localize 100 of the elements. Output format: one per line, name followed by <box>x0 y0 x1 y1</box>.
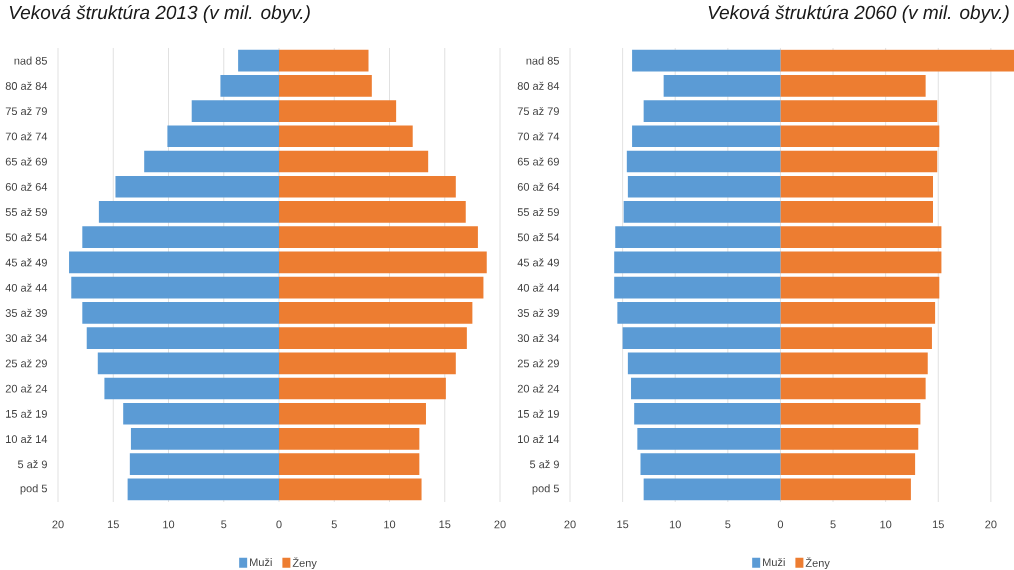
y-tick-label: 15 až 19 <box>6 409 47 418</box>
bar <box>127 478 279 501</box>
bar <box>279 49 369 72</box>
y-tick-label: 80 až 84 <box>5 81 48 90</box>
x-tick-label: 10 <box>384 520 396 529</box>
y-tick-label: 35 až 39 <box>5 308 47 317</box>
y-tick-label: 25 až 29 <box>5 359 47 368</box>
y-tick-label: 50 až 54 <box>5 233 48 242</box>
x-tick-label: 15 <box>932 520 944 529</box>
bar <box>623 201 781 223</box>
y-tick-label: 10 až 14 <box>518 434 560 444</box>
legend-label: Ženy <box>805 557 830 570</box>
bar <box>71 276 279 299</box>
bar <box>279 100 397 122</box>
bar <box>780 201 933 223</box>
bar <box>643 100 781 122</box>
bar <box>627 175 781 198</box>
bar <box>780 377 926 400</box>
y-tick-label: 60 až 64 <box>517 182 560 191</box>
bar <box>279 327 467 349</box>
bar <box>86 327 279 349</box>
bar <box>279 453 420 476</box>
bar <box>631 377 781 400</box>
y-tick-label: 45 až 49 <box>517 258 559 267</box>
y-tick-label: 10 až 14 <box>6 434 48 444</box>
y-tick-label: 70 až 74 <box>5 132 48 141</box>
bar <box>167 125 279 148</box>
y-tick-label: 40 až 44 <box>5 283 48 292</box>
bar <box>780 301 936 324</box>
x-tick-label: 15 <box>439 520 451 529</box>
bar <box>617 301 781 324</box>
bar <box>780 478 911 501</box>
bar <box>279 428 420 450</box>
y-tick-label: 60 až 64 <box>5 182 48 191</box>
y-tick-label: 80 až 84 <box>517 81 560 90</box>
bar <box>780 327 932 349</box>
x-tick-label: 20 <box>564 520 576 529</box>
x-tick-label: 20 <box>494 520 506 529</box>
y-tick-label: 20 až 24 <box>517 384 560 393</box>
y-tick-label: 40 až 44 <box>517 283 560 292</box>
y-tick-label: 15 až 19 <box>518 409 559 418</box>
bar <box>780 100 938 122</box>
bar <box>279 251 487 274</box>
bar <box>279 478 422 501</box>
bar <box>279 226 478 249</box>
y-tick-label: 5 až 9 <box>529 460 559 469</box>
legend-label: Muži <box>763 558 785 567</box>
bar <box>780 428 919 450</box>
bar <box>98 201 279 223</box>
bar <box>279 276 484 299</box>
bar <box>615 226 781 249</box>
x-tick-label: 20 <box>985 520 997 529</box>
y-tick-label: pod 5 <box>532 484 559 495</box>
bar <box>614 251 781 274</box>
y-tick-label: nad 85 <box>14 56 47 65</box>
y-tick-label: 5 až 9 <box>17 460 47 469</box>
y-tick-label: 55 až 59 <box>517 207 559 217</box>
bar <box>780 175 933 198</box>
x-tick-label: 0 <box>276 520 282 529</box>
bar <box>279 301 473 324</box>
y-tick-label: pod 5 <box>20 484 47 495</box>
chart-title: Veková štruktúra 2060 (v mil. obyv.) <box>708 4 1009 23</box>
bar <box>626 150 781 173</box>
bar <box>238 49 279 72</box>
y-tick-label: 45 až 49 <box>5 258 47 267</box>
legend-label: Ženy <box>292 557 317 570</box>
y-tick-label: nad 85 <box>526 56 559 65</box>
bar <box>82 226 279 249</box>
bar <box>82 301 279 324</box>
bar <box>279 201 466 223</box>
x-tick-label: 15 <box>107 520 119 529</box>
x-tick-label: 10 <box>163 520 175 529</box>
y-tick-label: 25 až 29 <box>517 359 559 368</box>
bar <box>220 74 279 97</box>
bar <box>279 74 372 97</box>
y-tick-label: 20 až 24 <box>5 384 48 393</box>
bar <box>279 175 456 198</box>
bar <box>627 352 781 375</box>
bar <box>69 251 279 274</box>
bar <box>632 49 781 72</box>
bar <box>780 251 942 274</box>
y-tick-label: 65 až 69 <box>5 157 47 166</box>
bar <box>780 352 928 375</box>
x-tick-label: 15 <box>617 520 629 529</box>
y-tick-label: 75 až 79 <box>5 107 47 116</box>
bar <box>115 175 279 198</box>
x-tick-label: 0 <box>777 520 784 529</box>
y-tick-label: 55 až 59 <box>5 207 47 217</box>
bar <box>279 402 426 425</box>
bar <box>104 377 279 400</box>
y-tick-label: 65 až 69 <box>517 157 559 166</box>
y-tick-label: 75 až 79 <box>517 107 559 116</box>
y-tick-label: 50 až 54 <box>517 233 560 242</box>
x-tick-label: 5 <box>830 520 836 529</box>
bar <box>780 276 940 299</box>
bar <box>614 276 781 299</box>
bar <box>129 453 279 476</box>
bar <box>632 125 781 148</box>
bar <box>279 150 429 173</box>
bar <box>622 327 781 349</box>
